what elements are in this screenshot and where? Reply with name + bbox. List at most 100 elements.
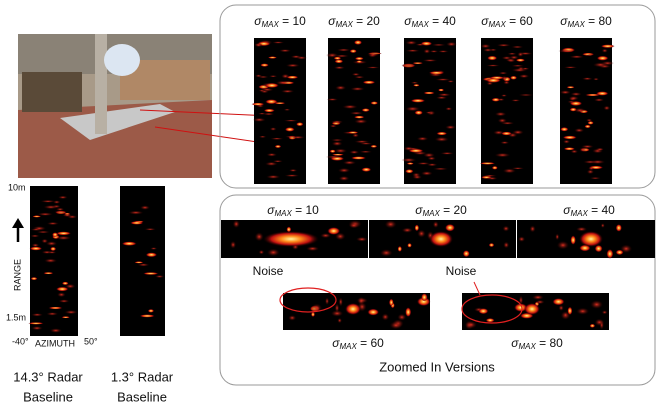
heatmap-blob: [487, 56, 497, 61]
heatmap-blob: [397, 314, 406, 321]
sigma-value: = 60: [506, 14, 533, 28]
heatmap-blob: [407, 243, 412, 248]
heatmap-blob: [584, 125, 591, 128]
heatmap-blob: [354, 116, 365, 119]
heatmap-blob: [595, 148, 604, 150]
heatmap-blob: [326, 156, 342, 159]
heatmap-blob: [590, 160, 605, 164]
sigma-value: = 10: [292, 203, 319, 217]
heatmap-blob: [59, 299, 70, 302]
heatmap-blob: [332, 141, 343, 146]
heatmap-blob: [334, 149, 347, 154]
heatmap-blob: [511, 99, 520, 101]
heatmap-blob: [330, 125, 337, 128]
heatmap-blob: [31, 243, 39, 247]
heatmap-blob: [370, 101, 378, 104]
heatmap-blob: [414, 110, 423, 115]
heatmap-blob: [563, 140, 570, 144]
heatmap-blob: [337, 49, 351, 52]
heatmap-blob: [31, 326, 43, 330]
heatmap: [462, 293, 609, 330]
heatmap-blob: [276, 81, 290, 85]
sigma-value: = 20: [353, 14, 380, 28]
heatmap-blob: [563, 136, 577, 140]
heatmap-blob: [134, 261, 143, 263]
heatmap-blob: [593, 78, 599, 80]
heatmap-blob: [351, 156, 367, 159]
heatmap-blob: [586, 119, 592, 122]
heatmap-blob: [283, 120, 298, 122]
heatmap-blob: [557, 241, 569, 250]
heatmap: [401, 38, 456, 184]
heatmap-blob: [331, 139, 344, 141]
heatmap-blob: [567, 101, 575, 103]
heatmap-blob: [558, 49, 574, 52]
sigma-subscript: MAX: [488, 20, 506, 29]
heatmap-blob: [570, 150, 578, 154]
heatmap-blob: [337, 318, 342, 323]
heatmap-blob: [560, 90, 571, 94]
heatmap-blob: [233, 220, 240, 228]
heatmap-blob: [489, 76, 504, 79]
heatmap-blob: [440, 152, 454, 155]
heatmap-blob: [566, 86, 574, 88]
range-label: RANGE: [12, 259, 22, 291]
heatmap-blob: [564, 66, 578, 68]
heatmap-blob: [44, 258, 57, 262]
heatmap: [517, 220, 655, 259]
heatmap-blob: [502, 56, 512, 60]
heatmap-blob: [266, 153, 277, 157]
heatmap-blob: [601, 44, 615, 48]
heatmap-blob: [412, 175, 422, 179]
heatmap-blob: [518, 94, 533, 96]
heatmap-blob: [53, 200, 61, 203]
heatmap-blob: [288, 315, 296, 321]
heatmap-blob: [331, 310, 343, 317]
heatmap-blob: [275, 145, 282, 148]
heatmap-blob: [437, 93, 451, 96]
heatmap-blob: [511, 46, 523, 48]
heatmap-blob: [602, 310, 608, 314]
heatmap-blob: [268, 56, 277, 58]
heatmap-blob: [616, 224, 622, 232]
heatmap-blob: [350, 87, 365, 91]
heatmap-blob: [576, 308, 589, 315]
heatmap-blob: [64, 310, 77, 314]
heatmap-blob: [352, 73, 360, 76]
heatmap-blob: [57, 292, 66, 297]
heatmap-blob: [347, 131, 358, 134]
heatmap-blob: [445, 224, 455, 232]
heatmap-blob: [334, 66, 345, 69]
heatmap-blob: [270, 138, 284, 140]
heatmap-blob: [254, 43, 262, 47]
heatmap-blob: [62, 214, 71, 217]
heatmap-blob: [423, 92, 435, 95]
heatmap-blob: [569, 55, 584, 58]
sigma-subscript: MAX: [261, 20, 279, 29]
heatmap-blob: [487, 177, 498, 180]
heatmap-blob: [603, 106, 610, 111]
heatmap-blob: [50, 247, 56, 251]
heatmap-blob: [267, 249, 280, 257]
heatmap-blob: [597, 56, 609, 61]
heatmap-blob: [390, 321, 403, 329]
heatmap-blob: [558, 305, 563, 311]
heatmap-blob: [128, 211, 143, 215]
azimuth-left: -40°: [12, 336, 29, 346]
sigma-label: σMAX = 10: [254, 14, 306, 29]
heatmap-blob: [415, 224, 420, 231]
heatmap-blob: [334, 59, 343, 63]
heatmap-blob: [486, 318, 495, 322]
heatmap-blob: [258, 76, 269, 78]
heatmap-blob: [447, 80, 454, 82]
heatmap-blob: [380, 249, 393, 256]
heatmap-blob: [423, 49, 430, 54]
heatmap-blob: [350, 112, 364, 115]
heatmap-blob: [446, 42, 457, 47]
heatmap-blob: [355, 57, 364, 60]
heatmap-blob: [58, 196, 68, 199]
heatmap-blob: [260, 63, 269, 66]
heatmap-blob: [465, 321, 477, 329]
heatmap-blob: [416, 43, 425, 45]
heatmap-blob: [31, 313, 43, 316]
